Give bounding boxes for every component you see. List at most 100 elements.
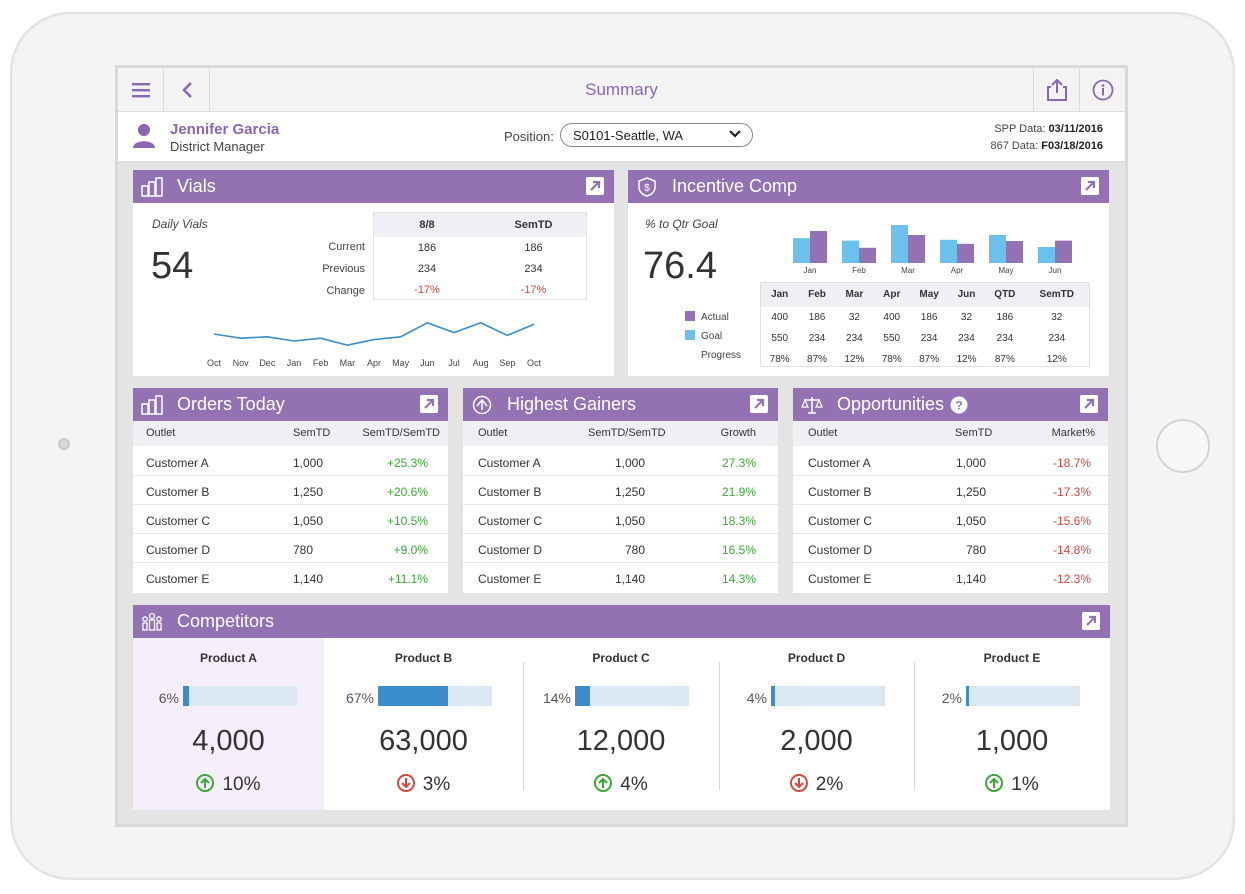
- goal-bar: [891, 225, 908, 263]
- goal-bar: [842, 240, 859, 263]
- col-header-semtd: SemTD: [955, 427, 993, 439]
- col-header-semtd: SemTD: [293, 427, 331, 439]
- competitor-share-fill: [183, 686, 189, 706]
- row-semtd: 1,000: [614, 456, 645, 470]
- row-semtd: 1,050: [955, 514, 986, 528]
- position-select[interactable]: S0101-Seattle, WA: [560, 123, 753, 147]
- row-outlet: Customer B: [478, 485, 542, 499]
- table-row[interactable]: Customer B 1,250 +20.6%: [133, 476, 448, 505]
- incentive-cell: 234: [996, 333, 1014, 344]
- row-market: -17.3%: [1052, 485, 1091, 499]
- row-semtd: 1,250: [955, 485, 986, 499]
- competitor-value: 12,000: [576, 725, 666, 757]
- expand-icon[interactable]: [586, 177, 604, 195]
- incentive-header: $ Incentive Comp: [628, 170, 1109, 203]
- competitor-card[interactable]: Product A 6% 4,000 10%: [133, 638, 324, 810]
- orders-header: Orders Today: [133, 388, 448, 421]
- competitor-share: 14%: [542, 690, 571, 706]
- vials-header: Vials: [133, 170, 614, 203]
- row-outlet: Customer C: [478, 514, 543, 528]
- incentive-cell: 234: [920, 333, 938, 344]
- competitor-value: 63,000: [379, 725, 468, 757]
- table-row[interactable]: Customer E 1,140 14.3%: [463, 563, 778, 592]
- gainers-title: Highest Gainers: [507, 394, 637, 414]
- table-row[interactable]: Customer C 1,050 +10.5%: [133, 505, 448, 534]
- row-label-previous: Previous: [322, 263, 365, 275]
- legend-actual-label: Actual: [701, 312, 729, 323]
- competitor-share-fill: [966, 686, 969, 706]
- competitor-card[interactable]: Product D 4% 2,000 2%: [719, 638, 914, 810]
- opportunities-title: Opportunities: [837, 394, 945, 414]
- competitor-value: 4,000: [192, 725, 265, 757]
- row-outlet: Customer E: [146, 572, 210, 586]
- share-icon: [1046, 79, 1067, 101]
- row-growth: 21.9%: [721, 485, 756, 499]
- table-row[interactable]: Customer B 1,250 -17.3%: [793, 476, 1108, 505]
- vials-cell: -17%: [414, 283, 440, 296]
- row-outlet: Customer E: [808, 572, 872, 586]
- back-button[interactable]: [164, 68, 210, 112]
- col-header-growth: Growth: [720, 427, 756, 439]
- competitor-share: 6%: [158, 690, 179, 706]
- table-row[interactable]: Customer D 780 16.5%: [463, 534, 778, 563]
- competitor-change-value: 10%: [222, 774, 261, 795]
- incentive-col-header: May: [910, 282, 948, 307]
- incentive-cell: 87%: [994, 354, 1015, 365]
- legend-swatch-goal: [685, 330, 695, 340]
- row-semtd: 780: [293, 543, 314, 557]
- incentive-cell: 12%: [1046, 354, 1067, 365]
- vials-cell: -17%: [520, 283, 547, 296]
- competitor-card[interactable]: Product E 2% 1,000 1%: [914, 638, 1110, 810]
- col-header-outlet: Outlet: [808, 427, 838, 439]
- home-button[interactable]: [1156, 419, 1210, 473]
- incentive-table: Jan Feb Mar Apr May Jun QTD SemTD 400 18…: [761, 282, 1089, 370]
- competitors-title: Competitors: [177, 611, 275, 631]
- vials-series-line: [213, 321, 535, 347]
- expand-icon[interactable]: [1081, 177, 1099, 195]
- table-row[interactable]: Customer D 780 +9.0%: [133, 534, 448, 563]
- competitor-card[interactable]: Product C 14% 12,000 4%: [523, 638, 719, 810]
- expand-icon[interactable]: [420, 395, 438, 413]
- competitor-name: Product B: [394, 651, 453, 665]
- page-title: Summary: [585, 80, 658, 99]
- row-semtd: 1,000: [293, 456, 324, 470]
- incentive-x-tick: Jun: [1049, 266, 1062, 275]
- competitor-name: Product A: [200, 651, 257, 665]
- chevron-left-icon: [181, 82, 192, 98]
- row-outlet: Customer D: [478, 543, 543, 557]
- goal-bar: [1038, 247, 1055, 263]
- info-icon: [1092, 79, 1113, 101]
- expand-icon[interactable]: [750, 395, 768, 413]
- table-row[interactable]: Customer A 1,000 -18.7%: [793, 447, 1108, 476]
- table-row[interactable]: Customer A 1,000 +25.3%: [133, 447, 448, 476]
- competitor-card[interactable]: Product B 67% 63,000 3%: [324, 638, 523, 810]
- vials-cell: 234: [417, 262, 437, 275]
- share-button[interactable]: [1033, 68, 1079, 112]
- position-label: Position:: [504, 129, 554, 144]
- row-semtd: 1,140: [955, 572, 986, 586]
- vials-line-chart: Oct Nov Dec Jan Feb Mar Apr May Jun Jul Aug Sep Oct: [207, 321, 541, 368]
- user-bar: Jennifer Garcia District Manager Positio…: [118, 112, 1125, 162]
- info-button[interactable]: [1079, 68, 1125, 112]
- incentive-cell: 400: [883, 312, 901, 323]
- competitor-change: 2%: [719, 774, 914, 796]
- expand-icon[interactable]: [1080, 395, 1098, 413]
- daily-vials-label: Daily Vials: [152, 217, 208, 231]
- table-row[interactable]: Customer C 1,050 18.3%: [463, 505, 778, 534]
- table-row[interactable]: Customer A 1,000 27.3%: [463, 447, 778, 476]
- incentive-col-header: QTD: [985, 282, 1025, 307]
- table-row[interactable]: Customer C 1,050 -15.6%: [793, 505, 1108, 534]
- competitor-share: 67%: [345, 690, 374, 706]
- user-name: Jennifer Garcia: [170, 121, 280, 138]
- incentive-x-tick: Apr: [951, 266, 964, 275]
- table-row[interactable]: Customer E 1,140 -12.3%: [793, 563, 1108, 592]
- gainers-list-header: Outlet SemTD/SemTD Growth: [463, 421, 778, 446]
- menu-button[interactable]: [118, 68, 164, 112]
- incentive-cell: 12%: [844, 354, 865, 365]
- help-icon[interactable]: ?: [950, 396, 968, 414]
- expand-icon[interactable]: [1082, 612, 1100, 630]
- competitor-share: 4%: [746, 690, 767, 706]
- table-row[interactable]: Customer E 1,140 +11.1%: [133, 563, 448, 592]
- table-row[interactable]: Customer D 780 -14.8%: [793, 534, 1108, 563]
- table-row[interactable]: Customer B 1,250 21.9%: [463, 476, 778, 505]
